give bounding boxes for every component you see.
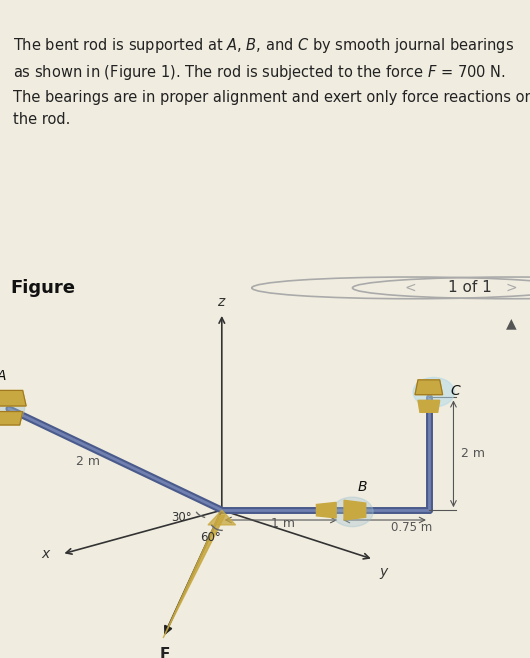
Text: 0.75 m: 0.75 m	[391, 521, 432, 534]
Text: ▲: ▲	[506, 316, 517, 330]
Circle shape	[332, 497, 373, 526]
Text: 60°: 60°	[200, 531, 222, 544]
Text: 30°: 30°	[171, 511, 192, 524]
Text: $\mathbf{F}$: $\mathbf{F}$	[158, 645, 170, 658]
Text: $C$: $C$	[449, 384, 461, 398]
Text: 2 m: 2 m	[76, 455, 100, 468]
Text: >: >	[506, 281, 517, 295]
Text: 1 of 1: 1 of 1	[448, 280, 492, 295]
Circle shape	[413, 378, 454, 407]
Text: The bent rod is supported at $A$, $B$, and $C$ by smooth journal bearings
as sho: The bent rod is supported at $A$, $B$, a…	[13, 36, 530, 127]
Text: $x$: $x$	[41, 547, 52, 561]
Text: $A$: $A$	[0, 369, 7, 384]
Circle shape	[0, 397, 24, 420]
Text: $B$: $B$	[357, 480, 368, 494]
Polygon shape	[163, 515, 225, 638]
Polygon shape	[0, 390, 26, 406]
Text: 1 m: 1 m	[271, 517, 295, 530]
Polygon shape	[418, 400, 440, 413]
Text: Figure: Figure	[11, 279, 76, 297]
Polygon shape	[0, 412, 23, 425]
Polygon shape	[344, 500, 366, 520]
Text: <: <	[405, 281, 417, 295]
Text: $y$: $y$	[378, 567, 389, 582]
Text: 2 m: 2 m	[461, 447, 485, 461]
Polygon shape	[316, 503, 336, 518]
Text: $z$: $z$	[217, 295, 227, 309]
Polygon shape	[208, 510, 236, 525]
Polygon shape	[415, 380, 443, 395]
